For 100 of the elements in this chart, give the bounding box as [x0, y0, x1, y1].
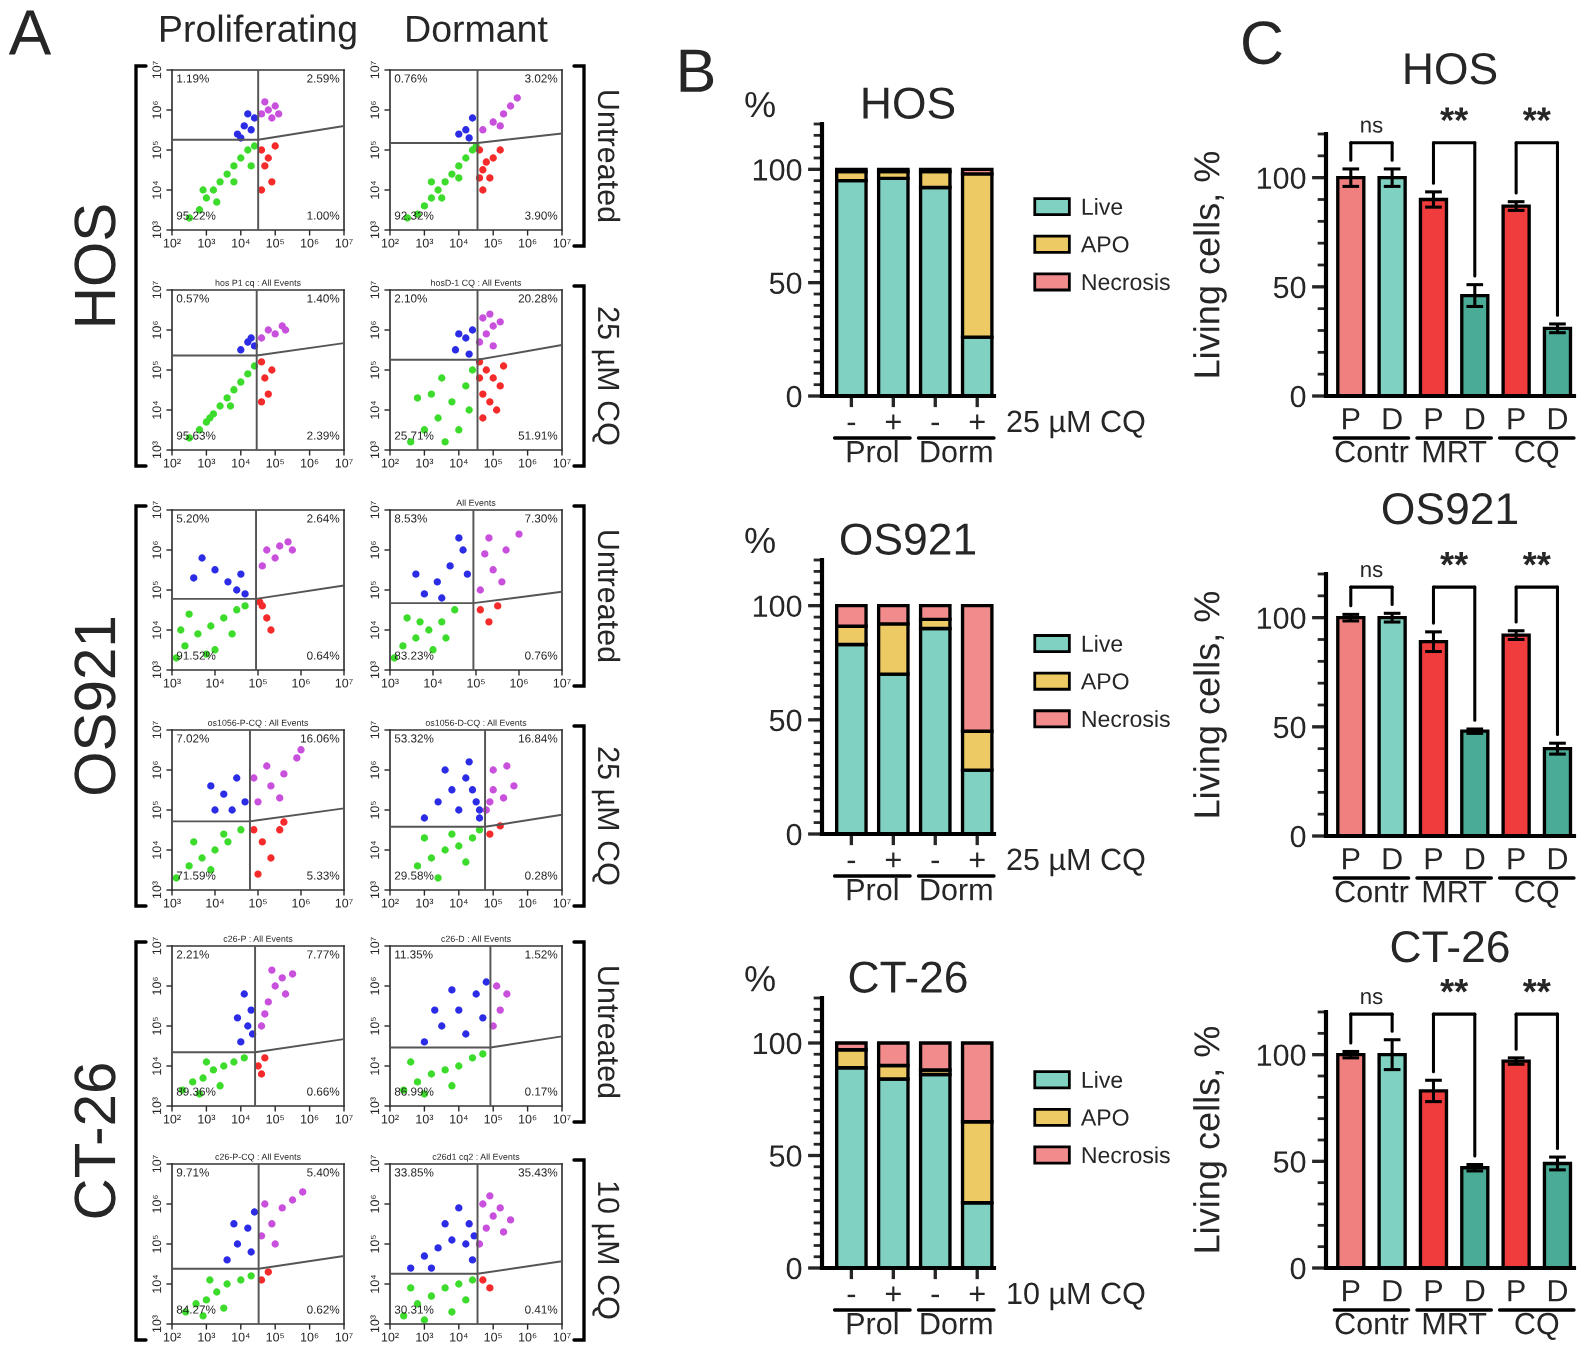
x-tick-label: D: [1466, 1280, 1485, 1302]
legend-label: APO: [1080, 673, 1129, 690]
y-tick-label: 50: [769, 1145, 802, 1167]
annotation: ns: [1361, 564, 1383, 578]
x-tick-label: P: [1508, 1280, 1525, 1302]
y-axis-title: %: [745, 527, 775, 554]
y-tick-label: 0: [1290, 1257, 1306, 1280]
text: 25 µM CQ: [591, 307, 620, 445]
text: Dorm: [921, 1313, 992, 1335]
text: CQ: [1515, 880, 1559, 908]
x-tick-label: -: [847, 1294, 856, 1298]
x-tick-label: P: [1508, 408, 1525, 430]
text: Dorm: [921, 441, 992, 463]
y-tick-label: 100: [1257, 167, 1306, 190]
x-tick-label: D: [1548, 408, 1568, 430]
text: **: [1440, 551, 1469, 566]
text: **: [1522, 107, 1551, 122]
x-tick-label: D: [1466, 848, 1485, 870]
x-tick-label: -: [931, 422, 939, 426]
text: Prol: [847, 878, 898, 901]
text: 25 µM CQ: [591, 747, 620, 885]
y-tick-label: 100: [753, 159, 802, 181]
x-tick-label: D: [1383, 408, 1402, 430]
x-tick-label: P: [1425, 408, 1443, 430]
legend-label: Live: [1082, 198, 1123, 215]
text: Contr: [1335, 440, 1409, 463]
chart-title: HOS: [1405, 52, 1497, 85]
text: **: [1440, 979, 1469, 993]
text: OS921: [74, 618, 116, 795]
x-tick-label: -: [847, 860, 856, 864]
text: Prol: [847, 440, 898, 463]
legend-label: APO: [1080, 1109, 1129, 1126]
text: CT-26: [74, 1064, 116, 1218]
x-tick-label: D: [1383, 848, 1402, 870]
x-tick-label: P: [1508, 848, 1525, 870]
text: 25 µM CQ: [1007, 410, 1145, 439]
text: A: [8, 10, 52, 55]
text: 25 µM CQ: [1007, 848, 1145, 877]
text: Dormant: [407, 15, 548, 43]
x-tick-label: +: [885, 852, 901, 868]
y-tick-label: 0: [1290, 385, 1306, 408]
x-tick-label: +: [969, 414, 985, 430]
text: Untreated: [597, 91, 621, 222]
y-tick-label: 50: [769, 272, 802, 295]
y-axis-title: Living cells, %: [1193, 1026, 1227, 1252]
text: **: [1440, 107, 1469, 122]
text: CQ: [1515, 1312, 1559, 1340]
y-tick-label: 50: [1273, 276, 1306, 299]
y-tick-label: 0: [786, 385, 802, 408]
text: C: [1243, 21, 1282, 65]
text: **: [1522, 551, 1551, 566]
text: ns: [1361, 992, 1383, 1005]
x-tick-label: +: [969, 1286, 985, 1302]
x-tick-label: P: [1425, 1280, 1443, 1302]
x-tick-label: D: [1548, 848, 1568, 870]
x-tick-label: +: [885, 1286, 901, 1302]
legend-label: Live: [1082, 1071, 1123, 1089]
y-axis-title: Living cells, %: [1193, 151, 1227, 377]
x-tick-label: P: [1425, 848, 1443, 870]
text: B: [680, 49, 714, 92]
chart-title: OS921: [1382, 492, 1518, 525]
text: 10 µM CQ: [591, 1182, 620, 1319]
x-tick-label: P: [1343, 1280, 1360, 1302]
y-axis-title: %: [745, 966, 775, 992]
text: MRT: [1423, 1313, 1487, 1335]
x-tick-label: +: [969, 852, 985, 868]
text: ns: [1361, 120, 1383, 133]
chart-title: CT-26: [849, 961, 967, 993]
legend-label: Live: [1082, 634, 1123, 652]
text: CQ: [1515, 440, 1559, 468]
legend-label: Necrosis: [1082, 273, 1170, 291]
x-tick-label: D: [1548, 1280, 1568, 1302]
y-tick-label: 100: [753, 1032, 802, 1055]
text: Untreated: [597, 531, 621, 662]
x-tick-label: D: [1466, 408, 1485, 430]
chart-title: HOS: [863, 87, 955, 119]
legend-label: APO: [1080, 236, 1129, 253]
chart-title: OS921: [840, 523, 976, 555]
y-tick-label: 0: [786, 1257, 802, 1280]
x-tick-label: -: [931, 1294, 939, 1298]
x-tick-label: P: [1343, 408, 1360, 430]
y-tick-label: 0: [786, 823, 802, 846]
text: HOS: [74, 205, 116, 325]
text: 10 µM CQ: [1008, 1282, 1145, 1311]
y-tick-label: 100: [1257, 607, 1306, 630]
x-tick-label: -: [931, 860, 939, 864]
y-axis-title: Living cells, %: [1193, 591, 1227, 817]
text: **: [1522, 979, 1551, 993]
x-tick-label: +: [885, 414, 901, 430]
x-tick-label: P: [1343, 848, 1360, 870]
legend-label: Necrosis: [1082, 1146, 1170, 1164]
y-tick-label: 50: [769, 709, 802, 732]
y-tick-label: 100: [753, 595, 802, 618]
text: Untreated: [597, 967, 621, 1098]
y-tick-label: 50: [1273, 716, 1306, 739]
y-tick-label: 0: [1290, 825, 1306, 848]
y-tick-label: 100: [1257, 1044, 1306, 1067]
x-tick-label: -: [847, 422, 856, 426]
text: Contr: [1335, 880, 1409, 903]
x-tick-label: D: [1383, 1280, 1402, 1302]
